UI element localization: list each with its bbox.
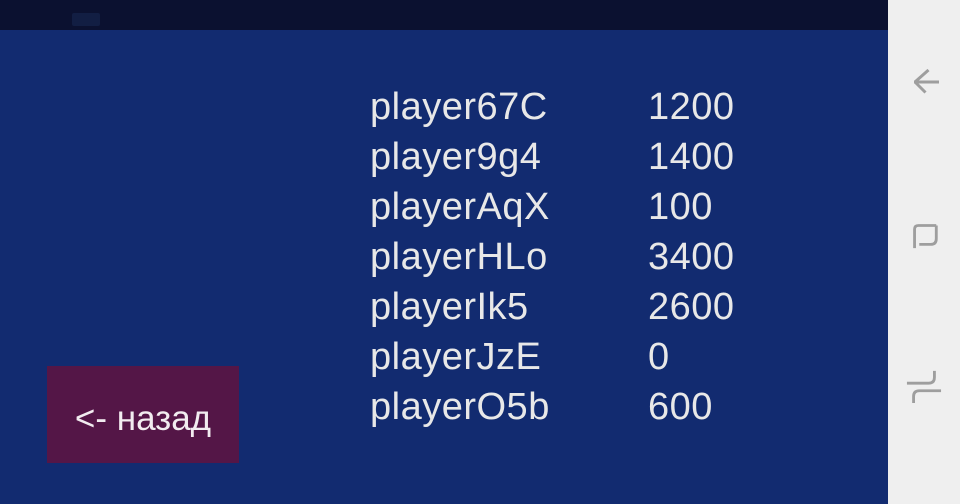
overview-window-icon <box>907 217 941 254</box>
player-name: playerAqX <box>370 186 550 228</box>
back-arrow-icon <box>906 64 942 103</box>
player-score: 600 <box>648 386 713 428</box>
player-score: 1200 <box>648 86 735 128</box>
status-bar-dim-content <box>72 13 100 26</box>
nav-overview-button[interactable] <box>888 199 960 271</box>
score-row: playerO5b 600 <box>370 382 840 432</box>
back-button[interactable]: <- назад <box>47 366 239 463</box>
score-row: playerHLo 3400 <box>370 232 840 282</box>
player-name: playerJzE <box>370 336 542 378</box>
switch-apps-icon <box>903 368 945 407</box>
player-score: 2600 <box>648 286 735 328</box>
status-bar <box>0 0 888 30</box>
player-name: playerHLo <box>370 236 548 278</box>
player-name: player9g4 <box>370 136 542 178</box>
nav-back-button[interactable] <box>888 47 960 119</box>
player-name: playerIk5 <box>370 286 529 328</box>
leaderboard-panel: player67C 1200 player9g4 1400 playerAqX … <box>0 30 888 504</box>
score-row: playerAqX 100 <box>370 182 840 232</box>
back-button-label: <- назад <box>74 399 212 438</box>
score-row: playerIk5 2600 <box>370 282 840 332</box>
scoreboard: player67C 1200 player9g4 1400 playerAqX … <box>370 82 840 432</box>
player-score: 1400 <box>648 136 735 178</box>
player-name: playerO5b <box>370 386 550 428</box>
player-score: 3400 <box>648 236 735 278</box>
score-row: player9g4 1400 <box>370 132 840 182</box>
player-score: 100 <box>648 186 713 228</box>
android-nav-bar <box>888 0 960 504</box>
nav-switch-apps-button[interactable] <box>888 351 960 423</box>
score-row: player67C 1200 <box>370 82 840 132</box>
player-name: player67C <box>370 86 548 128</box>
score-row: playerJzE 0 <box>370 332 840 382</box>
player-score: 0 <box>648 336 670 378</box>
